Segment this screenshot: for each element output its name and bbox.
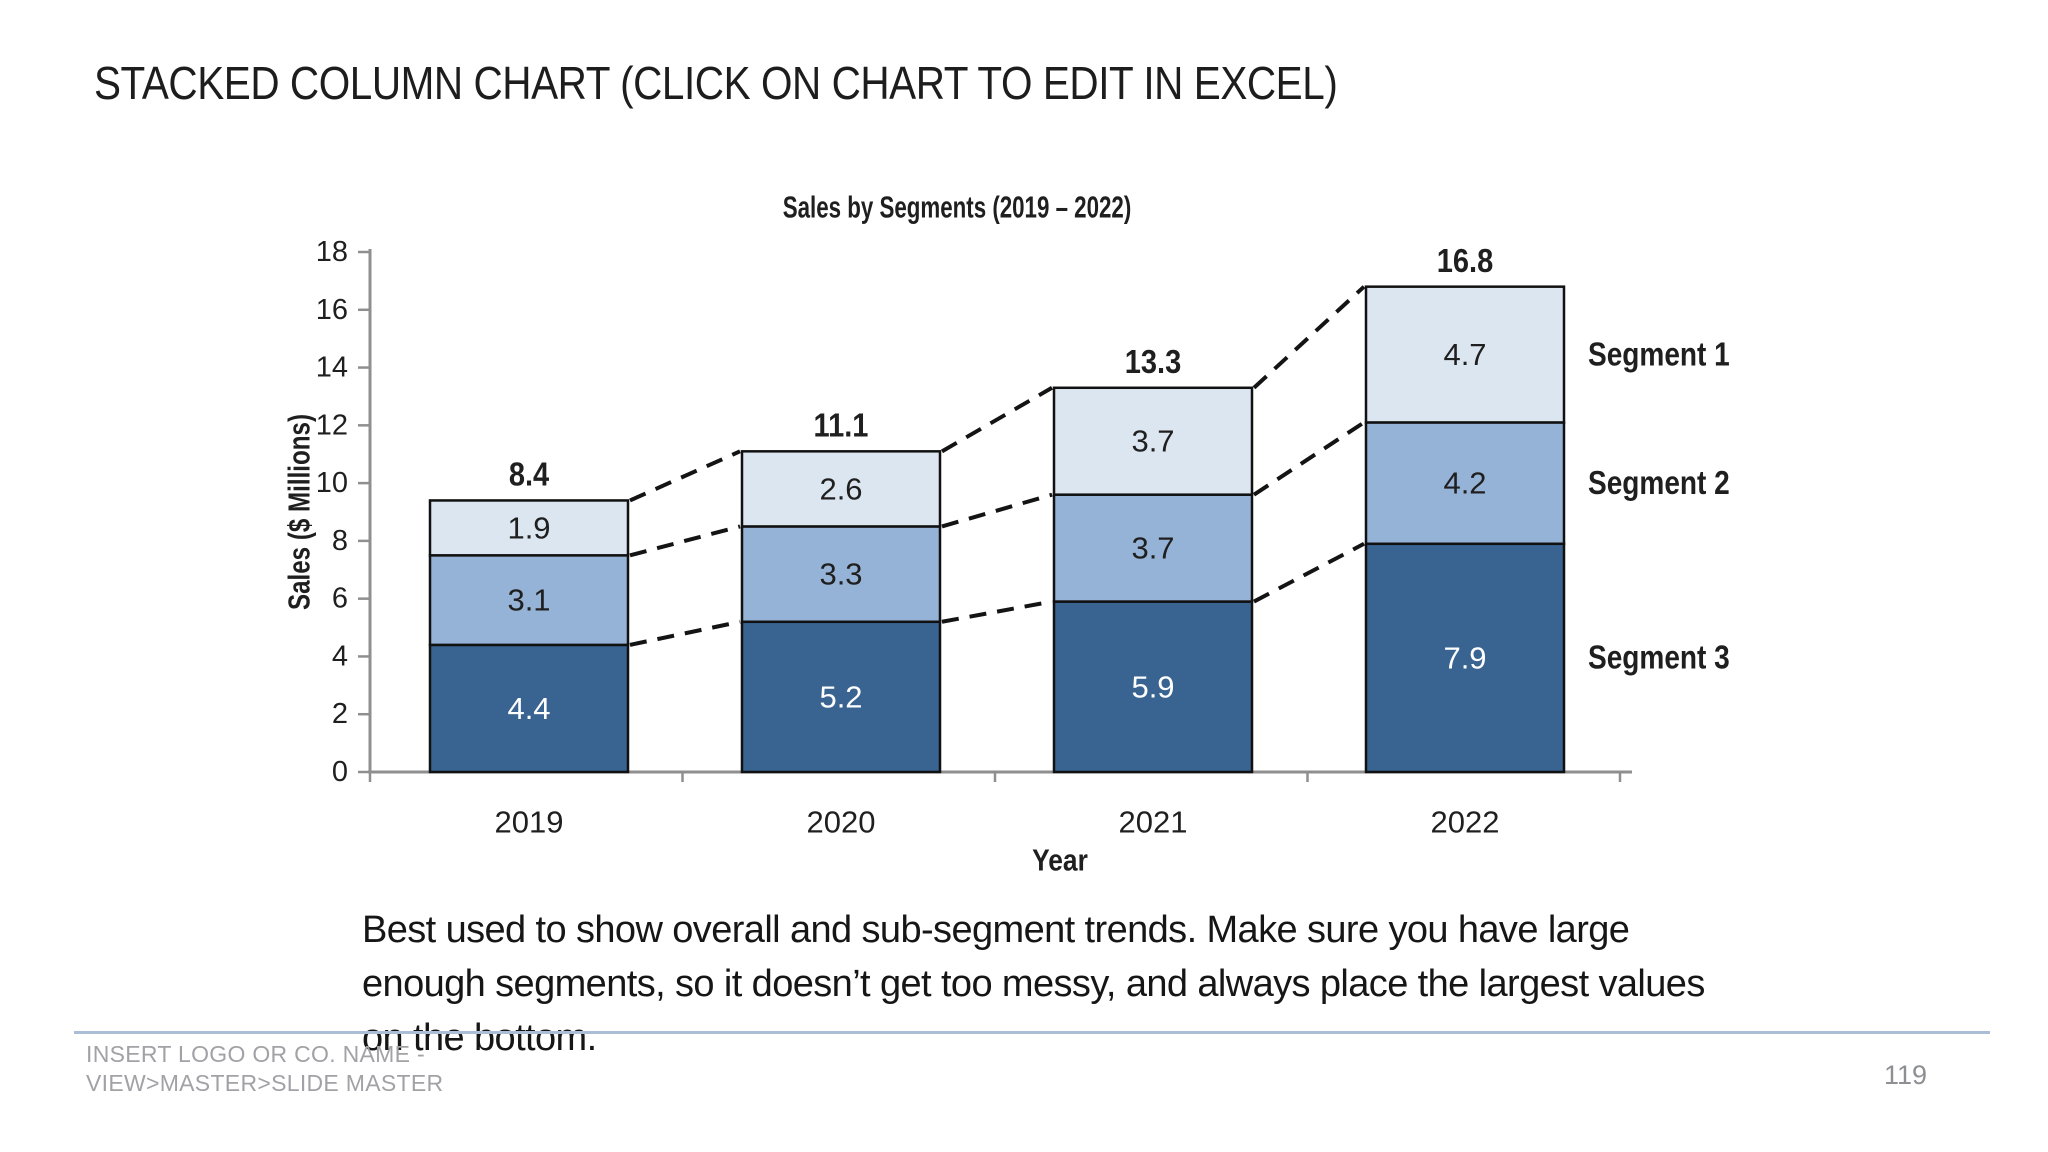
description-text: Best used to show overall and sub-segmen… [362,909,1705,1059]
total-label: 13.3 [1125,343,1182,380]
total-label: 8.4 [509,456,550,493]
x-tick-label: 2019 [495,805,564,840]
connector-dashed-line [629,449,741,503]
segment-value-label: 5.9 [1131,669,1174,704]
y-axis-title: Sales ($ Millions) [282,414,317,610]
bar-segment-2019-segment-1[interactable] [428,499,630,557]
x-tick-label: 2021 [1119,805,1188,840]
segment-value-label: 5.2 [819,679,862,714]
total-label: 16.8 [1437,242,1494,279]
y-tick-label: 4 [332,640,348,672]
bar-segment-2022-segment-2[interactable] [1364,421,1566,546]
x-tick-label: 2022 [1431,805,1500,840]
y-tick-label: 6 [332,583,348,615]
page-number: 119 [1884,1060,1928,1090]
segment-value-label: 3.1 [507,583,550,618]
y-tick-label: 12 [316,409,348,441]
footer-line-1: INSERT LOGO OR CO. NAME - [86,1041,425,1067]
x-axis-title: Year [1032,844,1088,878]
y-tick-label: 0 [332,756,348,788]
x-tick-label: 2020 [807,805,876,840]
connector-dashed-line [1253,542,1365,604]
y-tick-label: 18 [316,236,348,268]
slide-title: STACKED COLUMN CHART (CLICK ON CHART TO … [94,57,1338,109]
connector-dashed-line [1252,420,1366,497]
connector-dashed-line [629,524,741,558]
segment-value-label: 3.3 [819,557,862,592]
bar-segment-2020-segment-3[interactable] [740,620,942,774]
y-tick-label: 2 [332,698,348,730]
segment-value-label: 4.2 [1443,466,1486,501]
footer-line-2: VIEW>MASTER>SLIDE MASTER [86,1070,444,1096]
connector-dashed-line [629,619,741,647]
bar-segment-2020-segment-2[interactable] [740,525,942,624]
segment-value-label: 4.7 [1443,337,1486,372]
bar-segment-2022-segment-1[interactable] [1364,285,1566,424]
bar-segment-2022-segment-3[interactable] [1364,542,1566,774]
legend-label-segment-2: Segment 2 [1588,465,1730,502]
bar-segment-2019-segment-2[interactable] [428,554,630,647]
connector-dashed-line [1252,285,1366,390]
bar-segment-2019-segment-3[interactable] [428,643,630,774]
y-tick-label: 14 [316,352,348,384]
segment-value-label: 3.7 [1131,424,1174,459]
chart-title: Sales by Segments (2019 – 2022) [783,190,1132,224]
segment-value-label: 4.4 [507,691,550,726]
y-tick-label: 16 [316,294,348,326]
legend-label-segment-1: Segment 1 [1588,336,1730,373]
connector-dashed-line [941,599,1053,624]
footer-divider [74,1031,1990,1034]
segment-value-label: 2.6 [819,471,862,506]
connector-dashed-line [941,492,1053,529]
legend-label-segment-3: Segment 3 [1588,640,1730,677]
segment-value-label: 7.9 [1443,640,1486,675]
bar-segment-2021-segment-3[interactable] [1052,600,1254,774]
total-label: 11.1 [814,407,869,444]
connector-dashed-line [940,386,1054,454]
segment-value-label: 3.7 [1131,531,1174,566]
y-tick-label: 8 [332,525,348,557]
footer-placeholder: INSERT LOGO OR CO. NAME - VIEW>MASTER>SL… [86,1040,443,1098]
bar-segment-2020-segment-1[interactable] [740,450,942,528]
bar-segment-2021-segment-1[interactable] [1052,386,1254,496]
y-tick-label: 10 [316,467,348,499]
bar-segment-2021-segment-2[interactable] [1052,493,1254,603]
segment-value-label: 1.9 [507,510,550,545]
